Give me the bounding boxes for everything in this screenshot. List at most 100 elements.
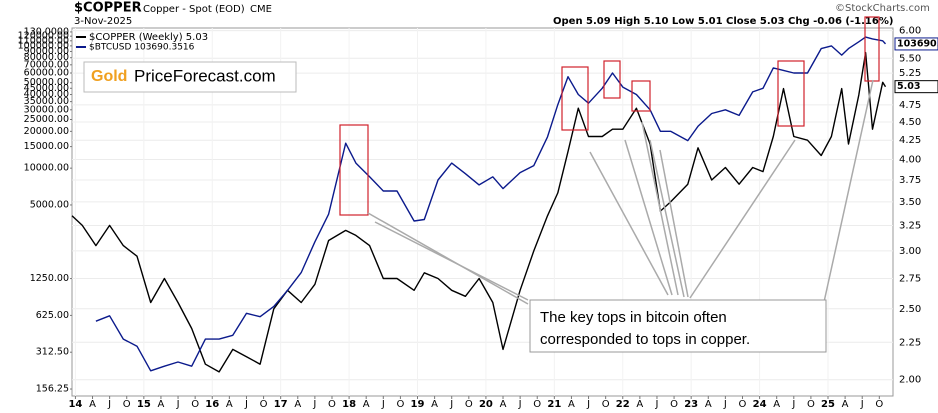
x-tick-label: 23 — [684, 399, 698, 410]
x-tick-label: A — [158, 399, 165, 410]
highlight-boxes — [339, 16, 880, 216]
x-tick-label: J — [312, 399, 316, 410]
x-tick-label: O — [602, 399, 610, 410]
pointer — [659, 149, 689, 298]
y2-tick-label: 3.50 — [899, 197, 921, 208]
highlight-box — [561, 66, 589, 131]
x-tick-label: 17 — [274, 399, 288, 410]
logo: Gold PriceForecast.com — [83, 61, 297, 93]
x-tick-label: 18 — [342, 399, 356, 410]
date: 3-Nov-2025 — [74, 16, 132, 27]
y-tick-label: 20000.00 — [24, 126, 69, 137]
x-tick-label: A — [500, 399, 507, 410]
pointer — [589, 151, 669, 296]
last-value-label: 5.03 — [897, 81, 920, 92]
highlight-box — [864, 16, 880, 82]
y-tick-label: 625.00 — [36, 310, 69, 321]
y-tick-label: 35000.00 — [24, 96, 69, 107]
y-tick-label: 5000.00 — [30, 199, 69, 210]
x-tick-label: A — [363, 399, 370, 410]
y2-tick-label: 4.50 — [899, 117, 921, 128]
x-tick-label: O — [191, 399, 199, 410]
series-layer — [71, 36, 887, 373]
y2-tick-label: 3.25 — [899, 220, 921, 231]
grid — [72, 28, 893, 396]
y-tick-label: 30000.00 — [24, 104, 69, 115]
series-line — [71, 51, 887, 373]
y2-tick-label: 3.00 — [899, 246, 921, 257]
x-tick-label: A — [705, 399, 712, 410]
pointer-lines — [367, 79, 874, 305]
pointer — [823, 79, 874, 303]
y2-tick-label: 4.00 — [899, 154, 921, 165]
y-tick-label: 1250.00 — [30, 273, 69, 284]
x-tick-label: 25 — [821, 399, 835, 410]
x-tick-label: J — [449, 399, 453, 410]
x-tick-label: O — [123, 399, 131, 410]
quote: Open 5.09 High 5.10 Low 5.01 Close 5.03 … — [553, 16, 893, 27]
x-tick-label: O — [533, 399, 541, 410]
y-tick-label: 110000.00 — [18, 35, 69, 46]
last-value-label: 103690. — [897, 38, 938, 49]
x-tick-label: A — [773, 399, 780, 410]
series-line — [95, 36, 887, 372]
y2-tick-label: 6.00 — [899, 26, 921, 37]
x-tick-label: 20 — [479, 399, 493, 410]
annotation: The key tops in bitcoin often correspond… — [529, 299, 827, 353]
x-tick-label: O — [328, 399, 336, 410]
x-tick-label: J — [381, 399, 385, 410]
pointer — [624, 139, 673, 296]
y-tick-label: 80000.00 — [24, 52, 69, 63]
y-tick-label: 15000.00 — [24, 141, 69, 152]
highlight-box — [339, 124, 369, 216]
annotation-box — [529, 299, 827, 353]
source: ©StockCharts.com — [835, 3, 930, 14]
exchange: CME — [250, 4, 272, 15]
x-tick-label: 16 — [205, 399, 219, 410]
x-tick-label: O — [739, 399, 747, 410]
y2-tick-label: 2.75 — [899, 274, 921, 285]
x-tick-label: 19 — [411, 399, 425, 410]
x-tick-label: 14 — [68, 399, 82, 410]
highlight-box — [777, 60, 805, 127]
y2-tick-label: 4.75 — [899, 100, 921, 111]
x-tick-label: J — [176, 399, 180, 410]
y2-tick-label: 2.00 — [899, 375, 921, 386]
y-tick-label: 50000.00 — [24, 77, 69, 88]
logo-gold: Gold — [91, 68, 127, 85]
x-tick-label: J — [586, 399, 590, 410]
x-tick-label: A — [89, 399, 96, 410]
y2-tick-label: 2.25 — [899, 337, 921, 348]
x-tick-label: J — [107, 399, 111, 410]
y-tick-label: 100000.00 — [18, 40, 69, 51]
x-tick-label: A — [431, 399, 438, 410]
x-tick-label: J — [860, 399, 864, 410]
y-tick-label: 312.50 — [36, 347, 69, 358]
x-tick-label: J — [244, 399, 248, 410]
x-tick-label: J — [791, 399, 795, 410]
pointer — [374, 221, 529, 301]
pointer — [689, 139, 796, 299]
x-tick-label: A — [294, 399, 301, 410]
y-tick-label: 130.0000 — [24, 26, 69, 37]
x-tick-label: 22 — [616, 399, 630, 410]
last-value-badge — [894, 37, 938, 51]
annotation-line: corresponded to tops in copper. — [540, 331, 750, 348]
y-tick-label: 45000.00 — [24, 83, 69, 94]
x-tick-label: 24 — [753, 399, 767, 410]
last-value-badge — [894, 80, 938, 94]
y-tick-label: 40000.00 — [24, 89, 69, 100]
y-tick-label: 70000.00 — [24, 59, 69, 70]
logo-box — [83, 61, 297, 93]
y2-tick-label: 5.25 — [899, 68, 921, 79]
x-tick-label: O — [807, 399, 815, 410]
pointer — [641, 121, 679, 296]
x-tick-label: A — [226, 399, 233, 410]
y2-tick-label: 4.25 — [899, 135, 921, 146]
x-tick-label: O — [670, 399, 678, 410]
x-tick-label: A — [636, 399, 643, 410]
legend: $COPPER (Weekly) 5.03 $BTCUSD 103690.351… — [76, 32, 208, 53]
plot-frame — [71, 27, 894, 397]
legend-entry: $BTCUSD 103690.3516 — [89, 43, 195, 53]
